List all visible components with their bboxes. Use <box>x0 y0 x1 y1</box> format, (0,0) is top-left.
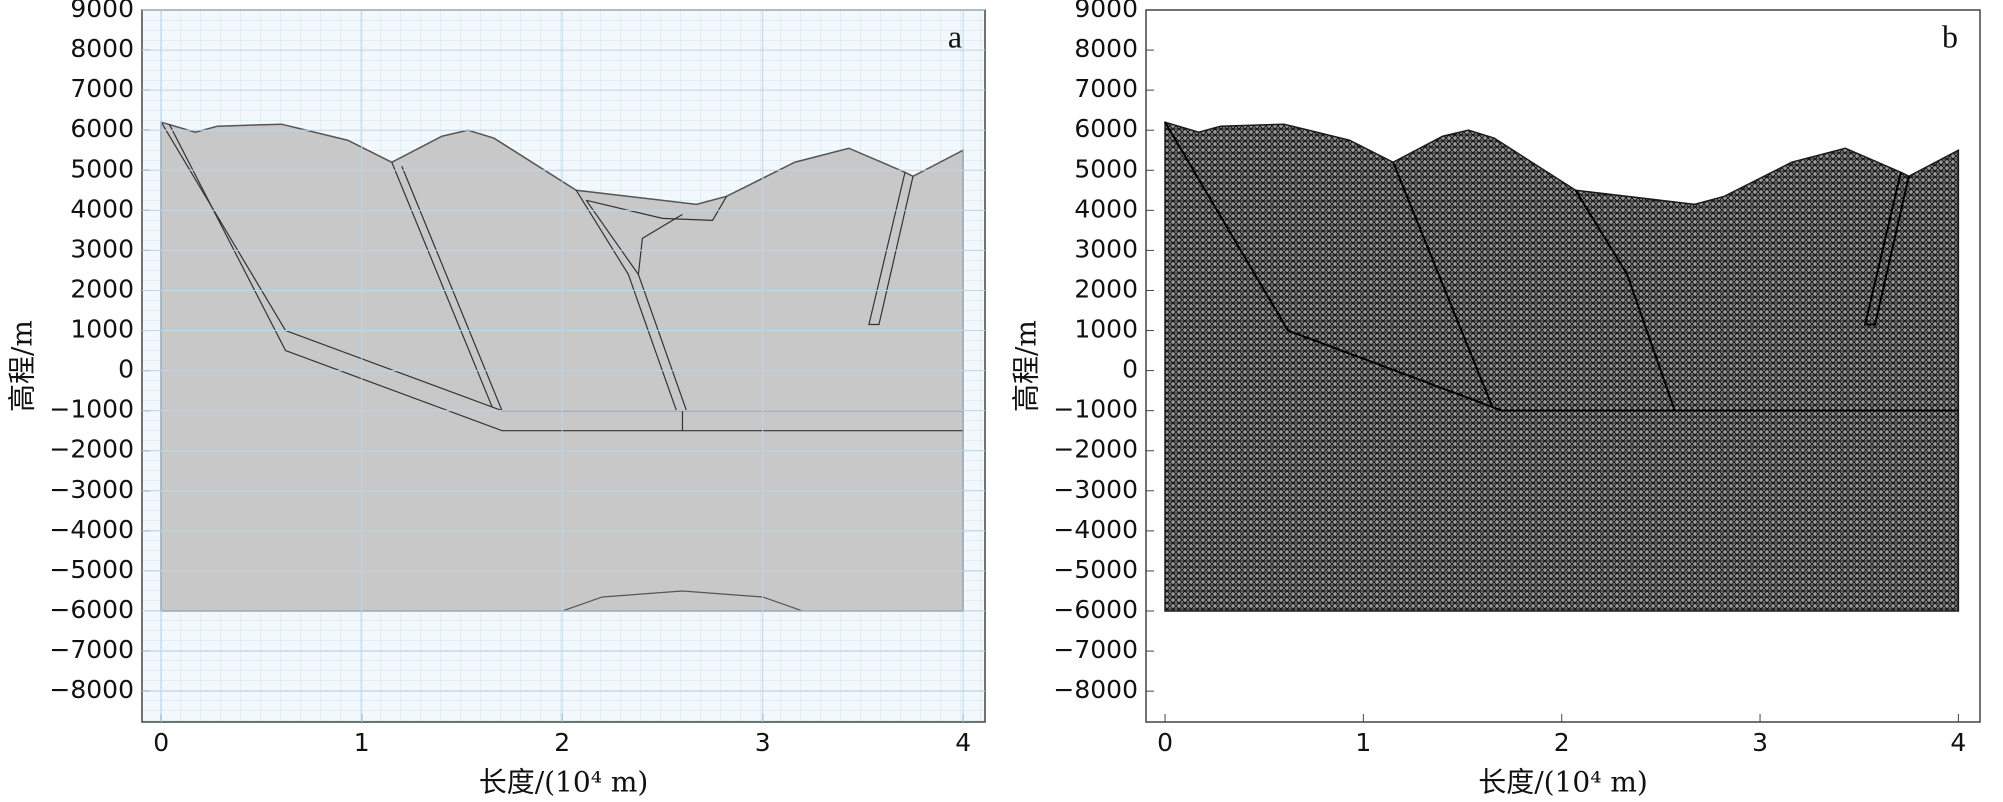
x-tick-label: 0 <box>153 728 169 757</box>
y-tick-label: −4000 <box>49 515 134 544</box>
fault-line <box>586 196 728 221</box>
fault-line <box>168 123 964 432</box>
plot-frame <box>1145 9 1981 723</box>
y-tick-label: −1000 <box>1053 395 1138 424</box>
y-tick-label: 5000 <box>1074 154 1138 183</box>
y-tick-label: −6000 <box>1053 595 1138 624</box>
y-tick-label: −5000 <box>49 555 134 584</box>
model-domain <box>1164 121 1960 612</box>
x-tick-label: 1 <box>1355 728 1371 757</box>
y-tick-label: 6000 <box>1074 114 1138 143</box>
y-tick-label: −1000 <box>49 395 134 424</box>
x-axis-label: 长度/(10⁴ m) <box>1478 766 1648 799</box>
panel-letter: a <box>948 18 962 54</box>
y-tick-label: 7000 <box>1074 74 1138 103</box>
fault-line <box>391 162 493 407</box>
x-tick-label: 4 <box>1950 728 1966 757</box>
y-tick-label: 8000 <box>70 34 134 63</box>
x-tick-label: 4 <box>955 728 971 757</box>
y-tick-label: 0 <box>118 355 134 384</box>
y-axis-label: 高程/m <box>6 320 39 412</box>
y-tick-label: 5000 <box>70 154 134 183</box>
y-tick-label: −8000 <box>1053 675 1138 704</box>
y-tick-label: 3000 <box>1074 234 1138 263</box>
x-tick-label: 3 <box>755 728 771 757</box>
y-axis-label: 高程/m <box>1010 320 1043 412</box>
y-tick-label: 9000 <box>70 0 134 23</box>
y-tick-label: −4000 <box>1053 515 1138 544</box>
y-tick-label: 1000 <box>1074 315 1138 344</box>
fault-line <box>637 213 683 275</box>
y-tick-label: −3000 <box>49 475 134 504</box>
y-tick-label: 8000 <box>1074 34 1138 63</box>
y-tick-label: 4000 <box>70 194 134 223</box>
x-tick-label: 3 <box>1752 728 1768 757</box>
y-tick-label: −5000 <box>1053 555 1138 584</box>
fault-line <box>1863 172 1910 326</box>
y-tick-label: −2000 <box>49 435 134 464</box>
y-tick-label: 3000 <box>70 234 134 263</box>
fault-line <box>1164 121 1959 412</box>
y-tick-label: 2000 <box>70 274 134 303</box>
x-tick-label: 0 <box>1157 728 1173 757</box>
y-tick-label: 9000 <box>1074 0 1138 23</box>
y-tick-label: 6000 <box>70 114 134 143</box>
y-tick-label: 4000 <box>1074 194 1138 223</box>
x-tick-label: 2 <box>554 728 570 757</box>
x-tick-label: 1 <box>354 728 370 757</box>
fault-line <box>575 189 678 411</box>
y-tick-label: −7000 <box>49 635 134 664</box>
fault-line <box>1392 161 1494 408</box>
y-tick-label: 1000 <box>70 315 134 344</box>
fault-line <box>401 166 503 411</box>
fault-line <box>1574 189 1676 412</box>
y-tick-label: −3000 <box>1053 475 1138 504</box>
y-tick-label: −7000 <box>1053 635 1138 664</box>
fault-line <box>561 590 803 612</box>
y-tick-label: −6000 <box>49 595 134 624</box>
x-tick-label: 2 <box>1554 728 1570 757</box>
y-tick-label: −8000 <box>49 675 134 704</box>
panel-letter: b <box>1942 18 1958 54</box>
y-tick-label: 0 <box>1122 355 1138 384</box>
x-axis-label: 长度/(10⁴ m) <box>479 766 649 799</box>
y-tick-label: −2000 <box>1053 435 1138 464</box>
y-tick-label: 7000 <box>70 74 134 103</box>
y-tick-label: 2000 <box>1074 274 1138 303</box>
